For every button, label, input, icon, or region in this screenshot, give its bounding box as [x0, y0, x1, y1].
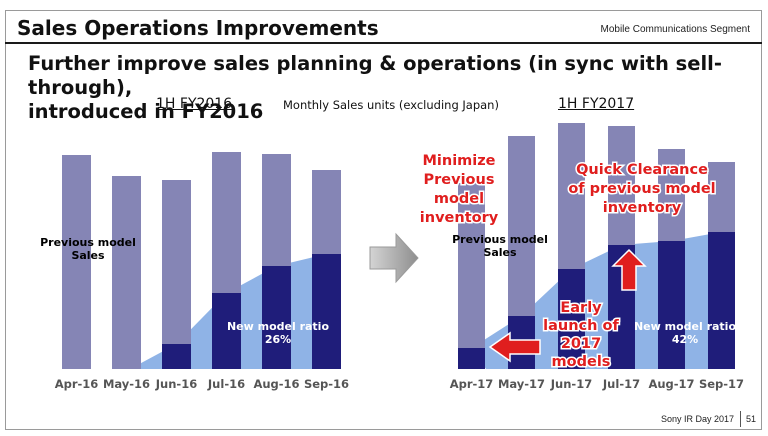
x-tick-label: May-16 [103, 377, 150, 391]
page-title: Sales Operations Improvements [17, 16, 379, 40]
x-tick-label: Apr-17 [450, 377, 494, 391]
period-label-fy2017: 1H FY2017 [558, 96, 635, 112]
bar-new-model [262, 266, 291, 369]
bar-total [458, 183, 485, 369]
footer-event: Sony IR Day 2017 [660, 414, 734, 424]
x-tick-label: Jun-17 [550, 377, 592, 391]
x-tick-label: Sep-17 [699, 377, 744, 391]
previous-model-sales-label: Previous model Sales [452, 233, 548, 259]
bar-new-model [558, 269, 585, 369]
bar-new-model [458, 348, 485, 369]
bar-new-model [658, 241, 685, 369]
bar-total [62, 155, 91, 369]
early-launch-callout: Early launch of 2017 models [543, 300, 619, 370]
segment-label: Mobile Communications Segment [600, 24, 750, 35]
bar-new-model [162, 344, 191, 369]
bar-total [162, 180, 191, 369]
x-tick-label: Jul-16 [207, 377, 245, 391]
title-bar: Sales Operations Improvements Mobile Com… [5, 10, 762, 44]
x-tick-label: Aug-16 [253, 377, 299, 391]
footer-divider [740, 411, 741, 427]
previous-model-sales-label: Previous model Sales [40, 236, 136, 262]
new-model-ratio-label: New model ratio 42% [634, 320, 736, 346]
minimize-inventory-callout: Minimize Previous model inventory [420, 153, 499, 226]
chart-1h-fy2017: Apr-17 May-17 Jun-17 Jul-17 Aug-17 Sep-17 [450, 123, 744, 391]
x-tick-label: Jul-17 [602, 377, 640, 391]
chart-caption: Monthly Sales units (excluding Japan) [283, 98, 499, 112]
x-tick-label: Apr-16 [55, 377, 99, 391]
bar-new-model [212, 293, 241, 369]
bar-new-model [708, 232, 735, 369]
headline-line-2: introduced in FY2016 [28, 100, 264, 123]
footer-page-number: 51 [745, 414, 756, 424]
new-model-ratio-label: New model ratio 26% [227, 320, 329, 346]
period-label-fy2016: 1H FY2016 [156, 96, 233, 112]
quick-clearance-callout: Quick Clearance of previous model inventor… [568, 162, 715, 216]
bar-new-model [312, 254, 341, 369]
bar-total [112, 176, 141, 369]
x-tick-label: Sep-16 [304, 377, 349, 391]
up-arrow-icon [611, 248, 647, 291]
x-tick-label: May-17 [498, 377, 545, 391]
x-tick-label: Jun-16 [155, 377, 197, 391]
headline: Further improve sales planning & operati… [28, 52, 748, 124]
slide-frame [5, 10, 762, 430]
x-tick-label: Aug-17 [648, 377, 694, 391]
left-arrow-icon [488, 331, 541, 363]
chart-1h-fy2016: Apr-16 May-16 Jun-16 Jul-16 Aug-16 Sep-16 [55, 152, 349, 391]
headline-line-1: Further improve sales planning & operati… [28, 52, 722, 99]
right-arrow-icon [369, 232, 419, 284]
